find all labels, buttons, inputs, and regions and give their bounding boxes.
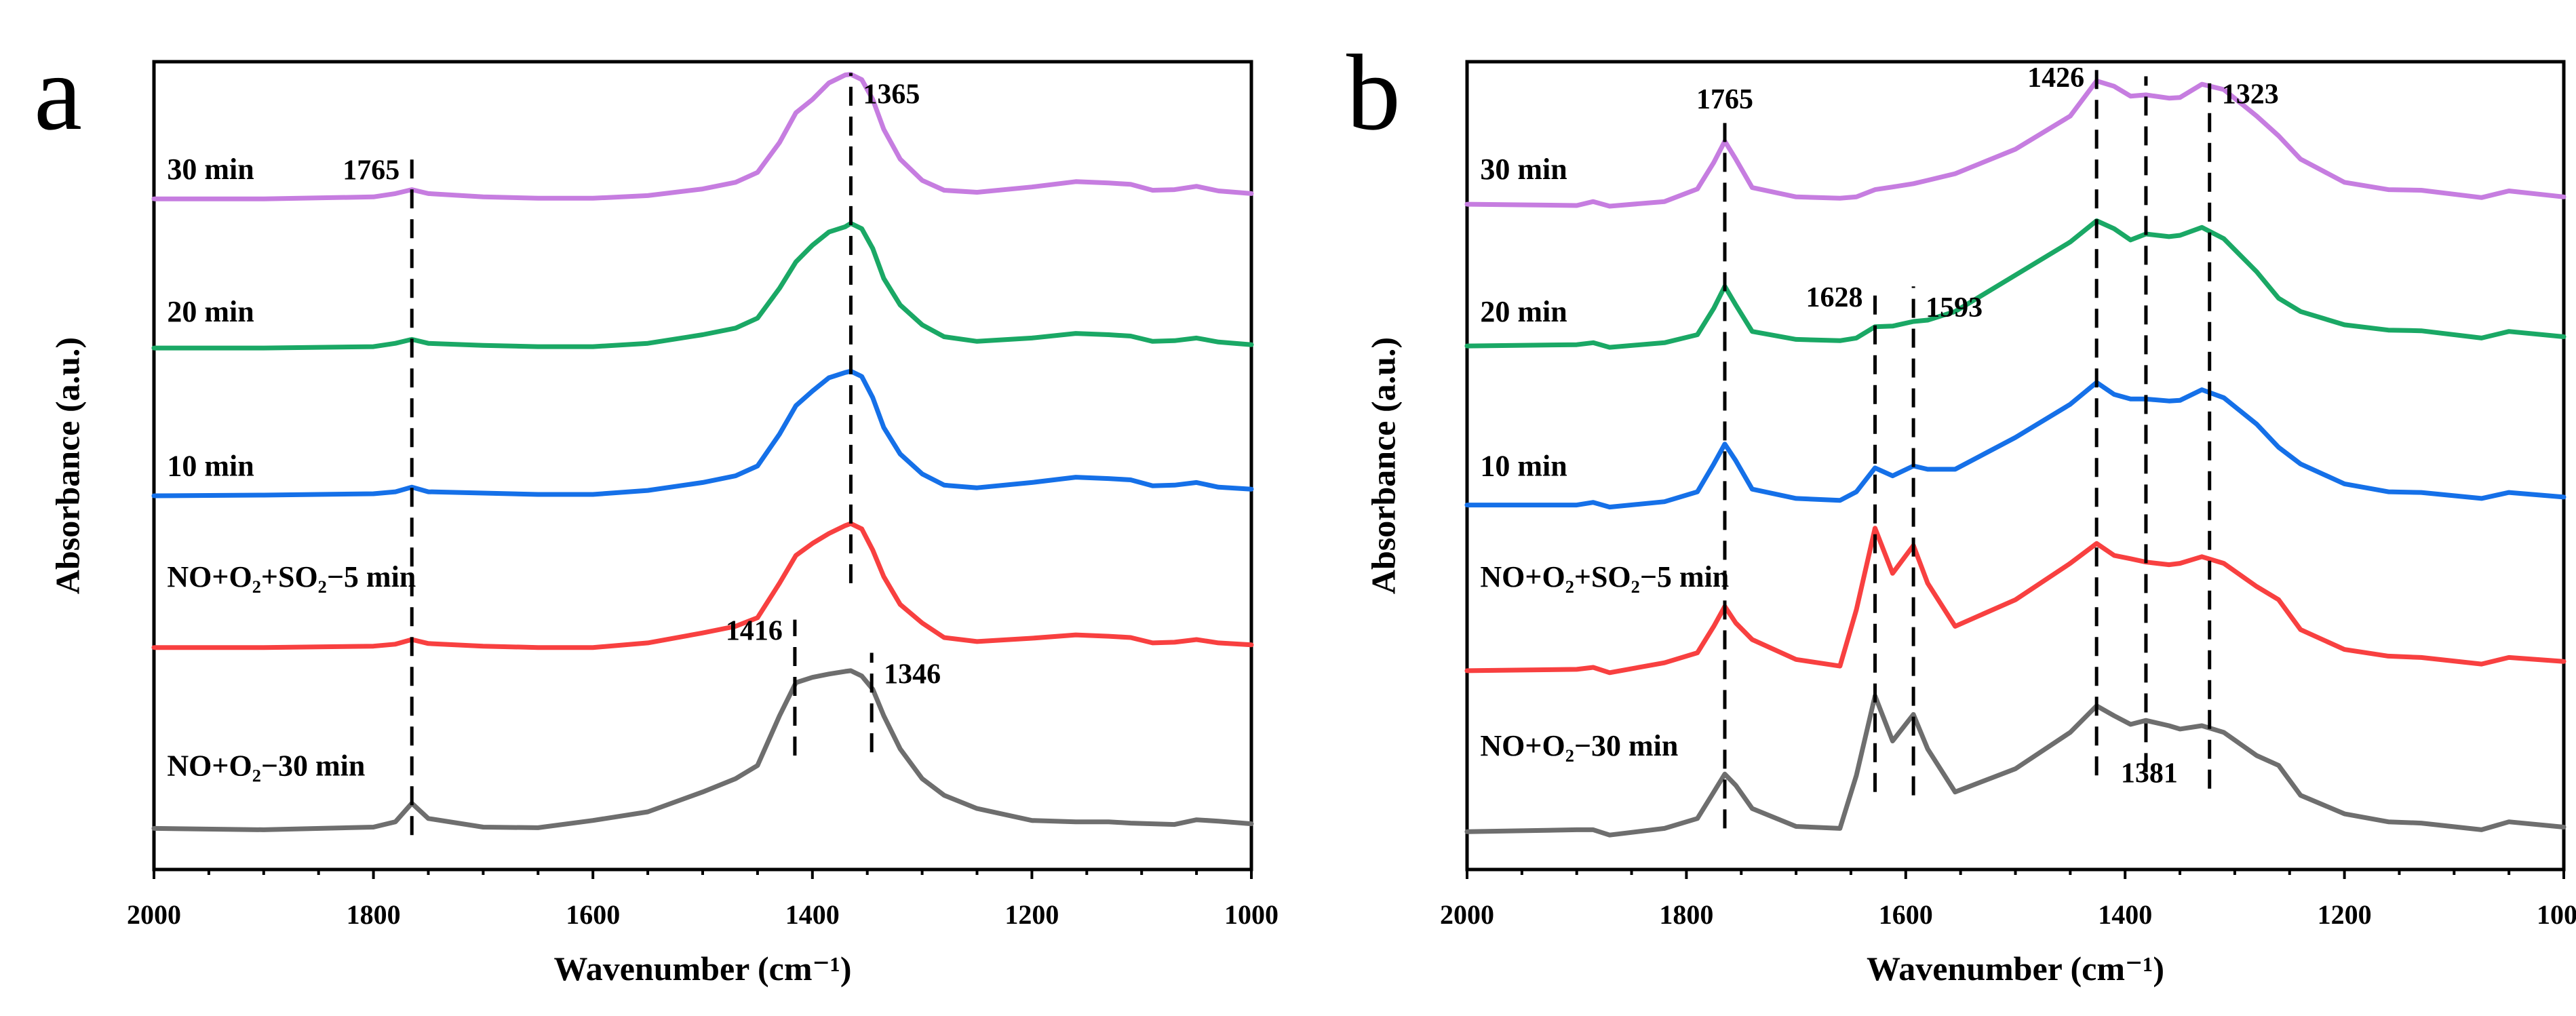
peak-label: 1765 bbox=[1696, 84, 1753, 115]
series-label: NO+O₂−30 min bbox=[167, 749, 365, 782]
series-line bbox=[151, 521, 1254, 650]
series-line bbox=[151, 220, 1254, 351]
series-line bbox=[1464, 380, 2567, 510]
series-label: NO+O₂+SO₂−5 min bbox=[1480, 560, 1729, 593]
x-tick-label: 1200 bbox=[2318, 899, 2372, 930]
series-line bbox=[1464, 78, 2567, 209]
y-axis-title: Absorbance (a.u.) bbox=[1364, 337, 1402, 594]
series-label: 10 min bbox=[167, 450, 254, 483]
series-line bbox=[151, 72, 1254, 201]
peak-label: 1628 bbox=[1806, 282, 1863, 313]
x-tick-label: 1400 bbox=[785, 899, 840, 930]
x-tick-label: 2000 bbox=[127, 899, 181, 930]
series-label: 20 min bbox=[167, 295, 254, 328]
peak-label: 1416 bbox=[726, 616, 783, 647]
x-tick-label: 1800 bbox=[1659, 899, 1713, 930]
series-line bbox=[1464, 526, 2567, 676]
x-axis-title: Wavenumber (cm⁻¹) bbox=[1867, 950, 2164, 988]
x-axis-title: Wavenumber (cm⁻¹) bbox=[553, 950, 851, 988]
panel-letter: a bbox=[34, 32, 82, 153]
series-label: 30 min bbox=[1480, 153, 1567, 186]
x-tick-label: 1400 bbox=[2098, 899, 2152, 930]
series-label: NO+O₂−30 min bbox=[1480, 729, 1678, 762]
x-tick-label: 1600 bbox=[566, 899, 620, 930]
x-tick-label: 1200 bbox=[1004, 899, 1059, 930]
x-tick-label: 1000 bbox=[1224, 899, 1279, 930]
series-label: NO+O₂+SO₂−5 min bbox=[167, 560, 416, 593]
panel-b: b 2000 1800 1600 1400 1200 1000 Wavenumber (cm⁻… bbox=[1346, 32, 2576, 988]
x-tick-label: 2000 bbox=[1440, 899, 1494, 930]
peak-label: 1323 bbox=[2222, 79, 2279, 111]
series-label: 20 min bbox=[1480, 295, 1567, 328]
panel-letter: b bbox=[1346, 32, 1401, 153]
series-label: 10 min bbox=[1480, 450, 1567, 483]
x-tick-label: 1600 bbox=[1879, 899, 1933, 930]
x-tick-label: 1000 bbox=[2537, 899, 2576, 930]
peak-label: 1593 bbox=[1926, 292, 1983, 324]
series-line bbox=[1464, 693, 2567, 838]
series-label: 30 min bbox=[167, 153, 254, 186]
peak-label: 1365 bbox=[863, 79, 920, 111]
x-tick-label: 1800 bbox=[347, 899, 401, 930]
series-line bbox=[1464, 218, 2567, 350]
y-axis-title: Absorbance (a.u.) bbox=[48, 337, 86, 594]
peak-label: 1765 bbox=[343, 155, 399, 187]
series-line bbox=[151, 368, 1254, 499]
panel-a: a 2000 1800 1600 1400 1200 1000 Wavenumber (cm⁻… bbox=[34, 32, 1279, 988]
peak-label: 1346 bbox=[884, 659, 941, 690]
peak-label: 1426 bbox=[2027, 62, 2084, 94]
series-line bbox=[151, 668, 1254, 832]
peak-label: 1381 bbox=[2121, 758, 2178, 789]
